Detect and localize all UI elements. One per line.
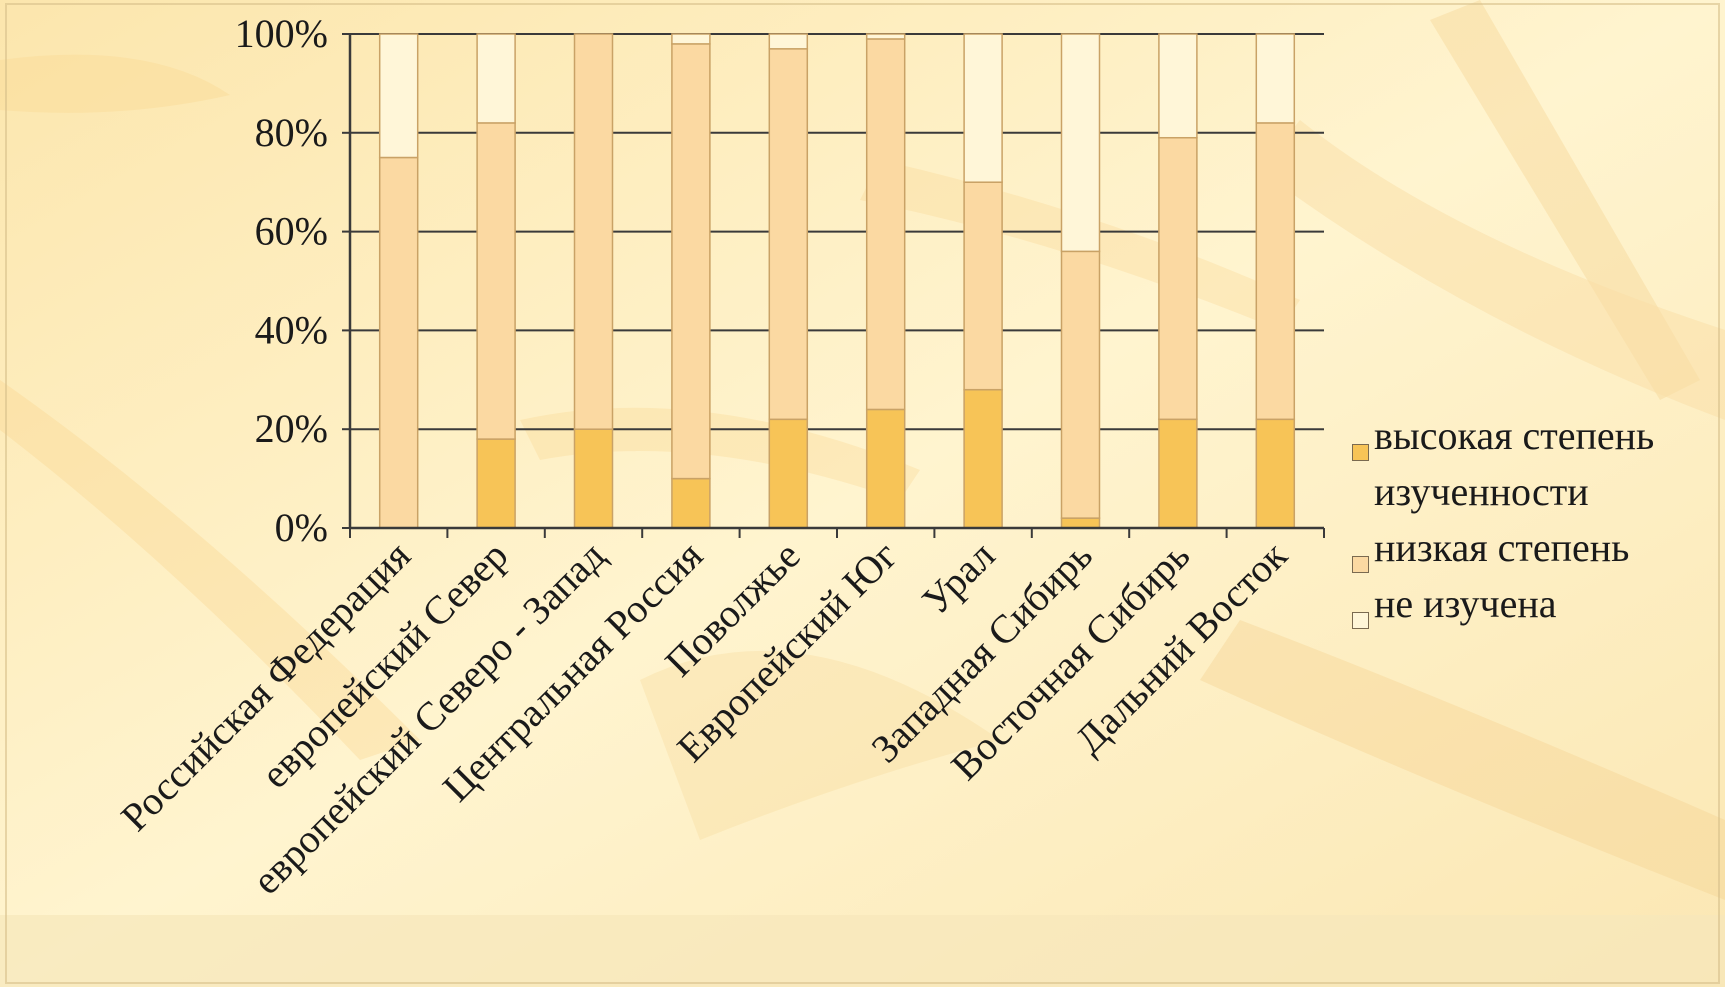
bar-segment-none — [378, 33, 419, 159]
y-tick-label: 80% — [255, 110, 328, 155]
bar-segment-none — [671, 33, 711, 45]
bar-segment-low — [476, 122, 516, 440]
bar-segment-low — [768, 48, 809, 421]
legend-item-low: низкая степень — [1348, 520, 1720, 576]
bar-segment-high — [1060, 517, 1101, 529]
y-tick-label: 0% — [275, 505, 328, 550]
y-tick-label: 100% — [235, 11, 328, 56]
bar-segment-low — [671, 43, 711, 480]
bar-segment-low — [1158, 136, 1198, 421]
bar-segment-high — [1158, 418, 1198, 529]
bar-segment-none — [963, 33, 1003, 183]
y-tick-label: 20% — [255, 406, 328, 451]
legend-item-none: не изучена — [1348, 576, 1720, 632]
bar-segment-high — [768, 418, 809, 529]
y-tick-labels: 0% 20% 40% 60% 80% 100% — [235, 11, 328, 550]
bar-segment-none — [1060, 33, 1101, 253]
legend-label-low: низкая степень — [1374, 525, 1630, 570]
bar-segment-low — [865, 38, 906, 411]
bar-segment-none — [1158, 33, 1198, 139]
bar-segment-low — [963, 181, 1003, 391]
bar-segment-none — [768, 33, 809, 50]
legend-item-high: высокая степень изученности — [1348, 408, 1720, 520]
bar-segment-high — [1255, 418, 1296, 529]
bar-segment-high — [865, 408, 906, 529]
legend-label-none: не изучена — [1374, 581, 1557, 626]
bar-segment-none — [865, 33, 906, 40]
bar-segment-none — [1255, 33, 1296, 124]
bar-segment-high — [476, 438, 516, 529]
bar-segment-low — [1060, 250, 1101, 519]
bar-segment-high — [963, 388, 1003, 529]
x-category-label: Урал — [913, 533, 1003, 623]
legend: высокая степень изученности низкая степе… — [1348, 408, 1720, 632]
bar-segment-low — [378, 156, 419, 529]
legend-swatch-low — [1352, 556, 1369, 573]
legend-swatch-high — [1352, 444, 1369, 461]
legend-swatch-none — [1352, 612, 1369, 629]
bar-segment-low — [1255, 122, 1296, 421]
bar-segment-none — [476, 33, 516, 124]
bars — [378, 33, 1296, 529]
bar-segment-high — [573, 428, 614, 529]
bar-segment-high — [671, 477, 711, 529]
y-tick-label: 60% — [255, 209, 328, 254]
legend-label-high: высокая степень изученности — [1374, 413, 1655, 514]
axes — [342, 33, 1325, 538]
bar-segment-low — [573, 33, 614, 430]
y-tick-label: 40% — [255, 307, 328, 352]
